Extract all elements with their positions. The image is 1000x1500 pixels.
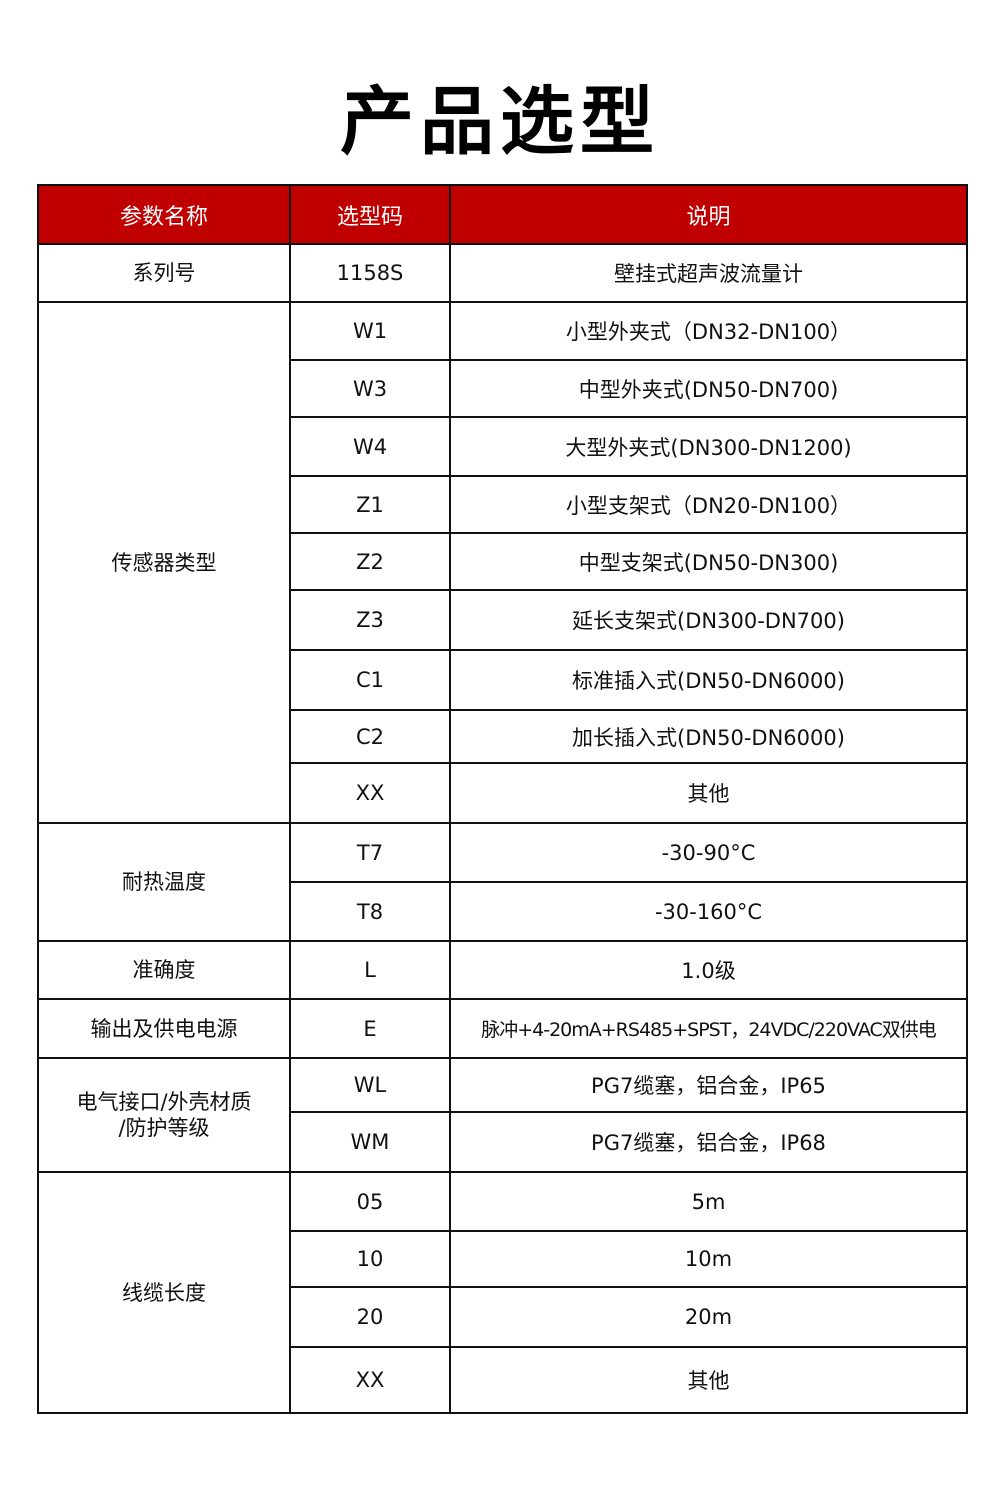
selection-code-cell: T7 — [289, 822, 451, 883]
table-row: 电气接口/外壳材质 /防护等级 WL PG7缆塞，铝合金，IP65 — [37, 1057, 968, 1173]
description-cell: 中型支架式(DN50-DN300) — [449, 532, 968, 591]
table-row: Z3 延长支架式(DN300-DN700) — [38, 589, 968, 651]
selection-code-cell: W3 — [289, 359, 451, 418]
table-row: 系列号 1158S 壁挂式超声波流量计 — [37, 243, 968, 303]
selection-code-cell: 05 — [289, 1171, 451, 1232]
description-cell: -30-90°C — [449, 822, 968, 883]
table-row: T8 -30-160°C — [38, 881, 968, 942]
description-cell: 中型外夹式(DN50-DN700) — [449, 359, 968, 418]
description-cell: 1.0级 — [449, 940, 968, 1000]
selection-code-cell: Z2 — [289, 532, 451, 591]
table-row: 耐热温度 T7 -30-90°C — [37, 822, 968, 942]
page-title: 产品选型 — [340, 79, 660, 165]
description-cell: 20m — [449, 1286, 968, 1348]
header-desc: 说明 — [449, 184, 968, 245]
selection-code-cell: C1 — [289, 649, 451, 711]
selection-code-cell: E — [289, 998, 451, 1059]
table-row: WM PG7缆塞，铝合金，IP68 — [38, 1111, 968, 1173]
selection-code-cell: W1 — [289, 301, 451, 361]
description-cell: 小型外夹式（DN32-DN100） — [449, 301, 968, 361]
selection-code-cell: Z3 — [289, 589, 451, 651]
table-row: 10 10m — [38, 1230, 968, 1288]
description-cell: PG7缆塞，铝合金，IP65 — [449, 1057, 968, 1113]
table-row: Z1 小型支架式（DN20-DN100） — [38, 475, 968, 534]
table-row: XX 其他 — [38, 1346, 968, 1414]
description-cell: 5m — [449, 1171, 968, 1232]
param-name-cell: 线缆长度 — [37, 1171, 291, 1414]
selection-code-cell: T8 — [289, 881, 451, 942]
header-code: 选型码 — [289, 184, 451, 245]
selection-code-cell: WM — [289, 1111, 451, 1173]
selection-code-cell: C2 — [289, 709, 451, 764]
header-param: 参数名称 — [37, 184, 291, 245]
description-cell: 标准插入式(DN50-DN6000) — [449, 649, 968, 711]
table-row: W4 大型外夹式(DN300-DN1200) — [38, 416, 968, 477]
param-name-cell: 耐热温度 — [37, 822, 291, 942]
table-row: 输出及供电电源 E 脉冲+4-20mA+RS485+SPST，24VDC/220VA… — [37, 998, 968, 1059]
table-row: Z2 中型支架式(DN50-DN300) — [38, 532, 968, 591]
selection-code-cell: 10 — [289, 1230, 451, 1288]
description-cell: 延长支架式(DN300-DN700) — [449, 589, 968, 651]
table-row: C1 标准插入式(DN50-DN6000) — [38, 649, 968, 711]
table-row: W3 中型外夹式(DN50-DN700) — [38, 359, 968, 418]
param-name-cell: 系列号 — [37, 243, 291, 303]
selection-code-cell: W4 — [289, 416, 451, 477]
description-cell: -30-160°C — [449, 881, 968, 942]
table-row: 20 20m — [38, 1286, 968, 1348]
description-cell: 脉冲+4-20mA+RS485+SPST，24VDC/220VAC双供电 — [449, 998, 968, 1059]
param-name-cell: 输出及供电电源 — [37, 998, 291, 1059]
product-selection-table: 参数名称 选型码 说明 系列号 1158S 壁挂式超声波流量计 传感器类型 W1 小型外夹… — [37, 184, 968, 1414]
description-cell: 壁挂式超声波流量计 — [449, 243, 968, 303]
param-name-cell: 传感器类型 — [37, 301, 291, 824]
selection-code-cell: WL — [289, 1057, 451, 1113]
description-cell: PG7缆塞，铝合金，IP68 — [449, 1111, 968, 1173]
selection-code-cell: Z1 — [289, 475, 451, 534]
description-cell: 小型支架式（DN20-DN100） — [449, 475, 968, 534]
selection-code-cell: XX — [289, 762, 451, 824]
table-row: C2 加长插入式(DN50-DN6000) — [38, 709, 968, 764]
description-cell: 10m — [449, 1230, 968, 1288]
table-row: 线缆长度 05 5m — [37, 1171, 968, 1414]
selection-code-cell: 20 — [289, 1286, 451, 1348]
selection-code-cell: XX — [289, 1346, 451, 1414]
table-row: 准确度 L 1.0级 — [37, 940, 968, 1000]
param-name-cell: 准确度 — [37, 940, 291, 1000]
param-name-cell: 电气接口/外壳材质 /防护等级 — [37, 1057, 291, 1173]
table-row: XX 其他 — [38, 762, 968, 824]
description-cell: 其他 — [449, 1346, 968, 1414]
table-header-row: 参数名称 选型码 说明 — [37, 184, 968, 245]
description-cell: 加长插入式(DN50-DN6000) — [449, 709, 968, 764]
description-cell: 其他 — [449, 762, 968, 824]
table-row: 传感器类型 W1 小型外夹式（DN32-DN100） — [37, 301, 968, 824]
description-cell: 大型外夹式(DN300-DN1200) — [449, 416, 968, 477]
selection-code-cell: L — [289, 940, 451, 1000]
selection-code-cell: 1158S — [289, 243, 451, 303]
